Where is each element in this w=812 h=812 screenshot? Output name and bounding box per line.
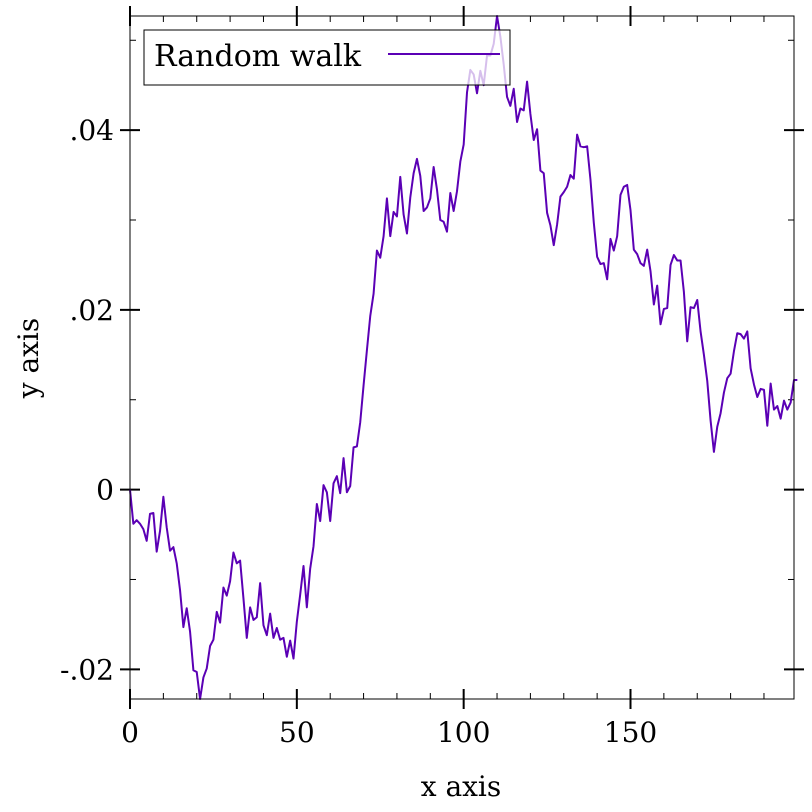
y-tick-label: .02 [69, 294, 114, 327]
series-group [129, 15, 798, 700]
minor-ticks [130, 16, 794, 699]
x-tick-label: 100 [437, 716, 490, 749]
series-line-random-walk [129, 15, 798, 700]
x-axis-title: x axis [421, 770, 502, 803]
x-tick-label: 150 [604, 716, 657, 749]
y-tick-label: -.02 [60, 653, 114, 686]
legend-label: Random walk [154, 39, 362, 74]
y-tick-label: 0 [96, 474, 114, 507]
legend: Random walk [143, 29, 511, 86]
plot-frame [129, 15, 795, 700]
y-axis-title: y axis [12, 318, 45, 400]
legend-box [143, 29, 511, 86]
x-tick-label: 50 [279, 716, 315, 749]
y-tick-label: .04 [69, 114, 114, 147]
tick-labels: 0 50 100 150-.020.02.04 [60, 114, 657, 749]
x-tick-label: 0 [121, 716, 139, 749]
